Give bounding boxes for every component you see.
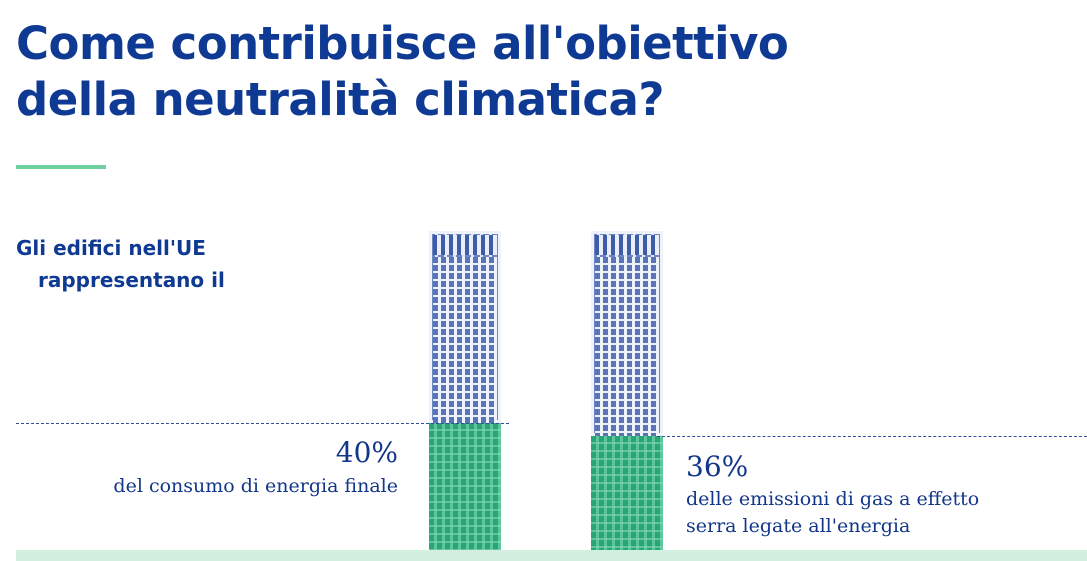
reference-line-1 [16,423,509,424]
value-label-1: 40% [335,436,398,469]
description-2: delle emissioni di gas a effetto serra le… [686,486,979,540]
building-facade [591,231,663,436]
intro-line-2: rappresentano il [38,268,225,292]
building-bar-2 [591,231,663,551]
description-2-line-1: delle emissioni di gas a effetto [686,488,980,510]
description-1: del consumo di energia finale [113,473,398,500]
intro-text: Gli edifici nell'UE rappresentano il [16,232,276,296]
page-title: Come contribuisce all'obiettivo della ne… [16,16,996,128]
building-bar-1 [429,231,501,551]
building-roof [595,235,659,255]
building-facade [429,231,501,423]
bar-fill-2 [591,435,663,551]
title-line-1: Come contribuisce all'obiettivo [16,17,789,70]
intro-line-1: Gli edifici nell'UE [16,236,206,260]
description-2-line-2: serra legate all'energia [686,515,911,537]
building-windows [595,257,659,436]
bar-fill-1 [429,423,501,551]
title-line-2: della neutralità climatica? [16,73,665,126]
description-1-line-1: del consumo di energia finale [113,475,398,497]
value-label-2: 36% [686,450,749,483]
building-roof [433,235,497,255]
accent-divider [16,165,106,169]
ground-strip [16,550,1087,561]
building-windows [433,257,497,423]
reference-line-2 [657,435,1087,437]
